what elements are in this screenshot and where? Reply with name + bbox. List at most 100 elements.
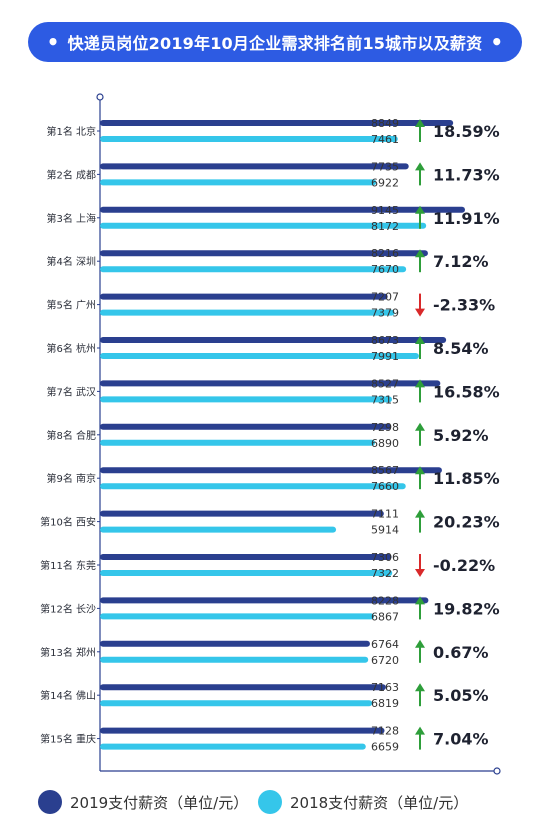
bar-2018	[100, 222, 427, 229]
category-label: 第4名 深圳	[46, 255, 96, 268]
category-label: 第7名 武汉	[46, 385, 96, 398]
value-label-2018: 6819	[371, 697, 399, 710]
category-label: 第5名 广州	[46, 299, 96, 312]
bar-2018	[100, 656, 369, 663]
category-label: 第3名 上海	[46, 212, 96, 225]
arrow-up-head-icon	[415, 205, 425, 214]
bar-2018	[100, 266, 407, 273]
legend-2019-label: 2019支付薪资（单位/元）	[70, 793, 249, 812]
arrow-up-head-icon	[415, 726, 425, 735]
arrow-up-head-icon	[415, 379, 425, 388]
value-label-2018: 8172	[371, 220, 399, 233]
value-label-2019: 7111	[371, 508, 399, 521]
value-label-2019: 9145	[371, 204, 399, 217]
bar-2018	[100, 570, 393, 576]
arrow-up-head-icon	[415, 249, 425, 258]
category-label: 第10名 西安	[40, 516, 96, 529]
arrow-up-head-icon	[415, 639, 425, 648]
bullet-right-icon: •	[490, 30, 504, 54]
value-label-2018: 7670	[371, 263, 399, 276]
bar-2019	[100, 640, 370, 647]
value-label-2019: 7207	[371, 291, 399, 304]
chart-title: 快递员岗位2019年10月企业需求排名前15城市以及薪资	[67, 34, 483, 53]
change-percent-label: 7.12%	[433, 252, 489, 271]
value-label-2018: 5914	[371, 524, 399, 537]
category-label: 第6名 杭州	[46, 342, 96, 355]
arrow-up-head-icon	[415, 119, 425, 127]
legend-2018-swatch	[258, 790, 282, 814]
value-label-2018: 7315	[371, 393, 399, 406]
value-label-2019: 8216	[371, 247, 399, 260]
bar-2018	[100, 309, 395, 316]
value-label-2019: 8228	[371, 594, 399, 607]
value-label-2018: 6890	[371, 437, 399, 450]
value-label-2019: 8849	[371, 117, 399, 130]
bar-2018	[100, 396, 392, 403]
category-label: 第9名 南京	[46, 472, 96, 485]
value-label-2019: 7306	[371, 551, 399, 564]
bar-2019	[100, 206, 465, 213]
value-label-2018: 6720	[371, 654, 399, 667]
category-label: 第2名 成都	[46, 168, 96, 181]
category-label: 第13名 郑州	[40, 646, 96, 659]
title-banner: • 快递员岗位2019年10月企业需求排名前15城市以及薪资 •	[28, 22, 522, 62]
bar-2019	[100, 337, 447, 343]
change-percent-label: 11.91%	[433, 209, 500, 228]
arrow-down-head-icon	[415, 308, 425, 317]
x-axis-end-dot	[493, 767, 501, 775]
value-label-2019: 7298	[371, 421, 399, 434]
change-percent-label: 19.82%	[433, 599, 500, 618]
category-label: 第1名 北京	[46, 125, 96, 138]
bar-2019	[100, 597, 429, 604]
bar-2019	[100, 120, 454, 126]
value-label-2019: 8567	[371, 464, 399, 477]
value-label-2018: 7991	[371, 350, 399, 363]
bar-2019	[100, 250, 428, 257]
value-label-2019: 6764	[371, 638, 399, 651]
change-percent-label: 11.73%	[433, 165, 500, 184]
value-label-2018: 6922	[371, 176, 399, 189]
value-label-2018: 7461	[371, 133, 399, 146]
arrow-up-head-icon	[415, 336, 425, 344]
value-label-2019: 7735	[371, 160, 399, 173]
bar-2019	[100, 727, 385, 734]
change-percent-label: 18.59%	[433, 122, 500, 141]
value-label-2019: 8527	[371, 377, 399, 390]
value-label-2018: 7660	[371, 480, 399, 493]
arrow-down-head-icon	[415, 569, 425, 577]
change-percent-label: 5.05%	[433, 686, 489, 705]
category-label: 第11名 东莞	[40, 559, 96, 572]
bar-2018	[100, 743, 366, 750]
category-label: 第12名 长沙	[40, 602, 96, 615]
value-label-2018: 7322	[371, 567, 399, 580]
arrow-up-head-icon	[415, 683, 425, 692]
bar-2018	[100, 483, 406, 490]
bar-2019	[100, 423, 392, 430]
bar-2018	[100, 439, 375, 446]
category-label: 第8名 合肥	[46, 429, 96, 442]
y-axis-end-dot	[96, 93, 104, 101]
category-label: 第15名 重庆	[40, 733, 96, 746]
arrow-up-head-icon	[415, 596, 425, 605]
bar-2019	[100, 293, 388, 300]
bar-2019	[100, 684, 386, 691]
change-percent-label: 11.85%	[433, 469, 500, 488]
bar-2018	[100, 613, 375, 620]
change-percent-label: -2.33%	[433, 296, 495, 315]
value-label-2018: 6867	[371, 610, 399, 623]
change-percent-label: 8.54%	[433, 339, 489, 358]
change-percent-label: 5.92%	[433, 426, 489, 445]
legend-2019: 2019支付薪资（单位/元）	[38, 790, 248, 814]
legend-2019-swatch	[38, 790, 62, 814]
value-label-2019: 7163	[371, 681, 399, 694]
value-label-2019: 8673	[371, 334, 399, 347]
change-percent-label: -0.22%	[433, 556, 495, 575]
legend-2018: 2018支付薪资（单位/元）	[258, 790, 468, 814]
bar-2019	[100, 163, 409, 170]
bar-2019	[100, 510, 384, 517]
value-label-2018: 6659	[371, 741, 399, 754]
value-label-2019: 7128	[371, 725, 399, 738]
legend-2018-label: 2018支付薪资（单位/元）	[290, 793, 469, 812]
bar-2018	[100, 179, 377, 186]
